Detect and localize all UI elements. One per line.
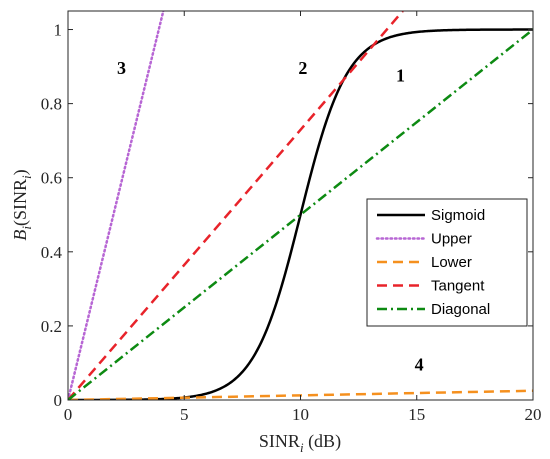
legend-label-tangent: Tangent bbox=[431, 278, 485, 295]
annotation-label: 1 bbox=[396, 65, 405, 85]
y-tick-label: 0.6 bbox=[41, 169, 62, 188]
legend: Sigmoid Upper Lower Tangent Diagonal bbox=[366, 198, 528, 327]
legend-label-diagonal: Diagonal bbox=[431, 301, 490, 318]
x-axis-label: SINRi (dB) bbox=[259, 431, 341, 455]
legend-label-upper: Upper bbox=[431, 231, 472, 248]
annotation-label: 3 bbox=[117, 58, 126, 78]
y-tick-label: 0.4 bbox=[41, 243, 63, 262]
annotation-label: 2 bbox=[298, 58, 307, 78]
x-tick-label: 5 bbox=[180, 405, 189, 424]
x-tick-label: 10 bbox=[292, 405, 309, 424]
annotations: 1 2 3 4 bbox=[117, 58, 424, 374]
series-line-diagonal bbox=[68, 28, 533, 400]
x-tick-label: 20 bbox=[525, 405, 542, 424]
y-tick-label: 0.8 bbox=[41, 95, 62, 114]
ticks: 0 5 10 15 20 0 0.2 0.4 0.6 0.8 1 bbox=[41, 11, 542, 424]
series-line-tangent bbox=[68, 11, 404, 400]
legend-label-lower: Lower bbox=[431, 254, 472, 271]
x-tick-label: 15 bbox=[408, 405, 425, 424]
legend-label-sigmoid: Sigmoid bbox=[431, 207, 485, 224]
y-tick-label: 0 bbox=[54, 391, 63, 410]
annotation-label: 4 bbox=[415, 354, 424, 374]
y-axis-label: Bi(SINRi) bbox=[10, 169, 34, 240]
series-line-upper bbox=[68, 11, 165, 400]
y-tick-label: 0.2 bbox=[41, 317, 62, 336]
x-tick-label: 0 bbox=[64, 405, 73, 424]
y-tick-label: 1 bbox=[54, 21, 63, 40]
